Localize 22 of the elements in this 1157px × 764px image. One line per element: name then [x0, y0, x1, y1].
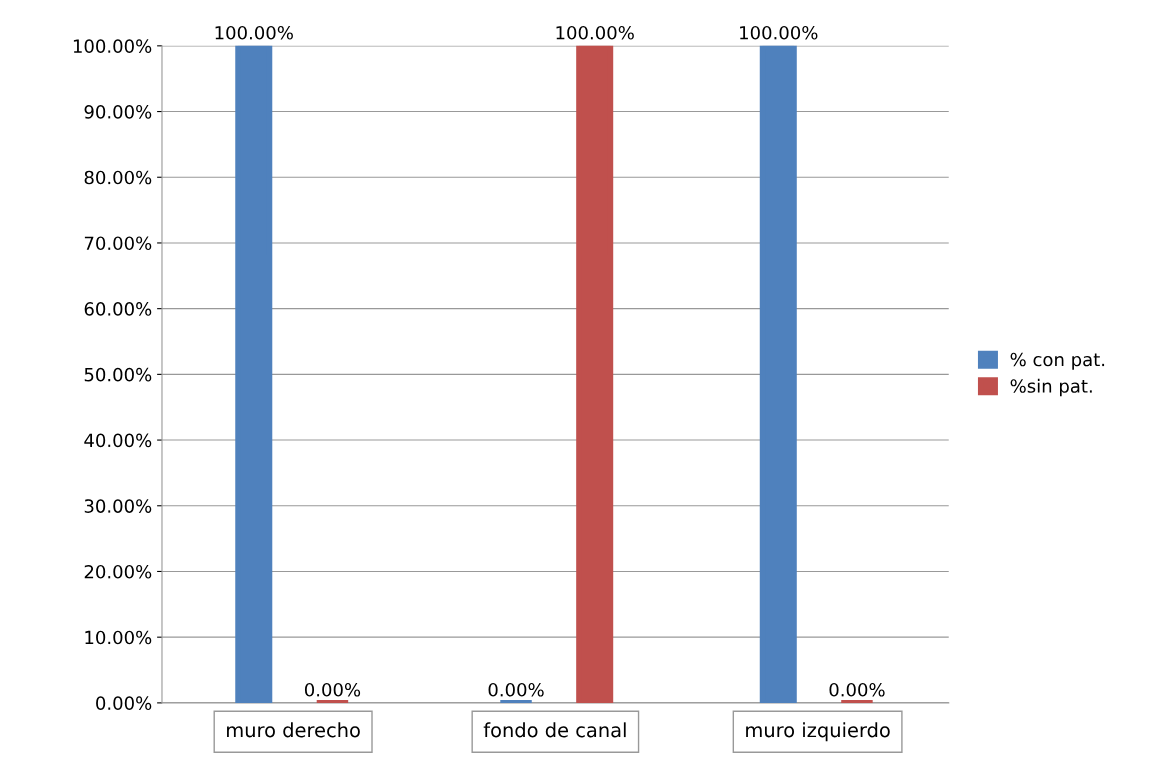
- y-tick-label: 20.00%: [84, 564, 152, 579]
- y-tick-label: 40.00%: [84, 433, 152, 448]
- y-tick-label: 70.00%: [84, 236, 152, 251]
- data-label: 100.00%: [740, 25, 818, 40]
- data-label: 100.00%: [556, 25, 634, 40]
- y-tick-label: 10.00%: [85, 630, 152, 645]
- legend-label: % con pat.: [1010, 352, 1105, 370]
- data-label: 0.00%: [488, 682, 544, 697]
- y-tick-label: 0.00%: [96, 696, 152, 710]
- data-label: 0.00%: [304, 682, 361, 697]
- x-tick-label: muro izquierdo: [746, 722, 890, 742]
- y-tick-label: 80.00%: [84, 170, 152, 185]
- y-tick-label: 90.00%: [84, 105, 152, 119]
- data-label: 0.00%: [829, 682, 885, 697]
- y-tick-label: 50.00%: [84, 367, 152, 382]
- y-tick-label: 60.00%: [84, 302, 152, 316]
- legend-label: %sin pat.: [1010, 378, 1092, 397]
- x-tick-label: muro derecho: [227, 722, 360, 738]
- x-tick-label: fondo de canal: [483, 722, 626, 738]
- data-label: 100.00%: [215, 25, 293, 40]
- y-tick-label: 100.00%: [73, 39, 152, 53]
- y-tick-label: 30.00%: [84, 499, 152, 513]
